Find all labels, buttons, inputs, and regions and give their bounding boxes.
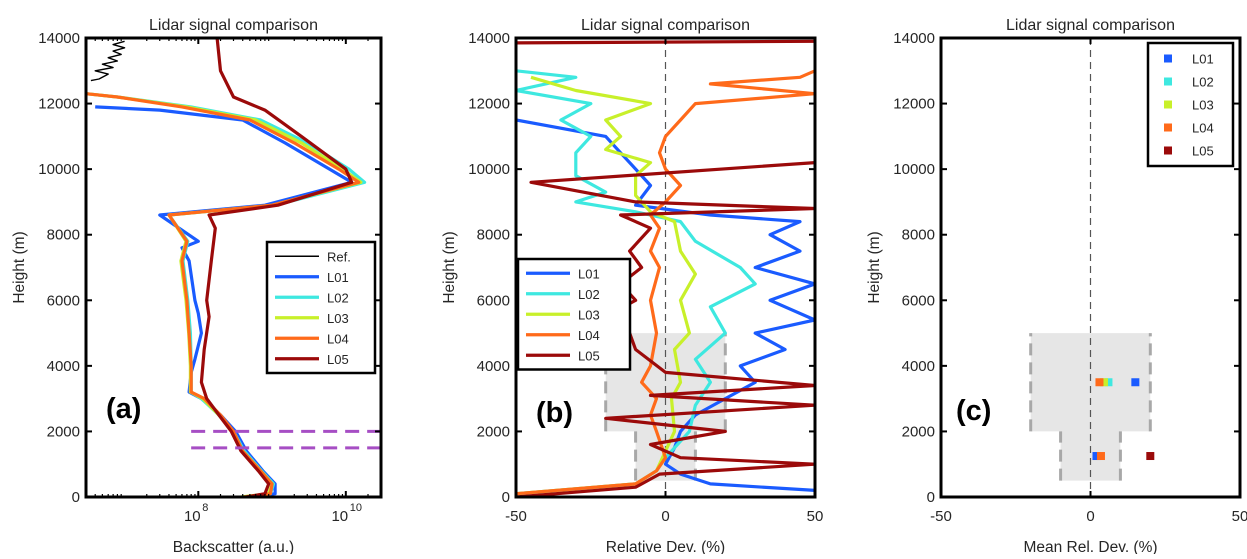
line-ref [90, 40, 126, 82]
legend-label: L04 [327, 331, 349, 346]
marker-l01 [1131, 378, 1140, 387]
y-tick-label: 0 [502, 489, 510, 506]
marker-l05 [1146, 452, 1155, 461]
y-tick-label: 10000 [893, 161, 935, 178]
x-tick-label: 0 [1086, 508, 1094, 525]
panel-c: Lidar signal comparison 0 2000 4000 6000 8000… [866, 17, 1247, 556]
plot-area [516, 39, 815, 497]
uncertainty-region [1030, 333, 1151, 481]
marker-l04 [1095, 378, 1104, 387]
legend-marker [1164, 100, 1172, 109]
panel-tag: (b) [536, 397, 573, 429]
legend-label: L03 [327, 311, 349, 326]
y-tick-label: 8000 [477, 227, 510, 244]
y-tick-label: 0 [72, 489, 80, 506]
uncertainty-region [605, 333, 726, 481]
legend-label: L04 [578, 328, 600, 343]
x-tick-label: -50 [505, 508, 527, 525]
line-l01 [95, 105, 354, 497]
y-tick-label: 12000 [893, 96, 935, 113]
y-tick-label: 6000 [47, 292, 80, 309]
x-tick-label: 0 [661, 508, 669, 525]
y-tick-label: 14000 [38, 30, 80, 47]
panel-a: Lidar signal comparison 0 2000 4000 6000 8000… [11, 17, 389, 556]
x-tick-label: 50 [1232, 508, 1247, 525]
legend-label: L02 [327, 290, 349, 305]
marker-l04 [1096, 452, 1105, 461]
y-axis-label: Height (m) [866, 231, 883, 303]
legend-marker [1164, 77, 1172, 86]
chart-title: Lidar signal comparison [581, 17, 750, 34]
y-tick-label: 0 [927, 489, 935, 506]
y-tick-label: 6000 [477, 292, 510, 309]
x-tick-label: -50 [930, 508, 952, 525]
y-tick-label: 14000 [893, 30, 935, 47]
y-tick-label: 12000 [38, 96, 80, 113]
y-tick-label: 8000 [902, 227, 935, 244]
y-tick-label: 10000 [38, 161, 80, 178]
marker-l02 [1104, 378, 1113, 387]
y-tick-label: 6000 [902, 292, 935, 309]
legend-label: L01 [327, 270, 349, 285]
x-axis-label: Mean Rel. Dev. (%) [1023, 539, 1157, 554]
legend-marker [1164, 54, 1172, 63]
legend-label: L05 [1192, 144, 1214, 159]
y-tick-label: 2000 [477, 423, 510, 440]
legend-box [1146, 41, 1235, 168]
legend-label: L02 [578, 287, 600, 302]
panel-b: Lidar signal comparison 0 2000 4000 6000 8000… [441, 17, 824, 556]
line-l05 [199, 38, 354, 497]
chart-title: Lidar signal comparison [149, 17, 318, 34]
y-tick-label: 12000 [468, 96, 510, 113]
legend-marker [1164, 123, 1172, 132]
y-tick-label: 8000 [47, 227, 80, 244]
legend-label: L01 [1192, 52, 1214, 67]
y-tick-label: 2000 [47, 423, 80, 440]
y-tick-label: 10000 [468, 161, 510, 178]
plot-area [86, 38, 367, 497]
y-tick-label: 14000 [468, 30, 510, 47]
x-tick-exponent: 10 [350, 502, 362, 514]
legend-label: Ref. [327, 249, 351, 264]
x-axis-label: Relative Dev. (%) [606, 539, 725, 554]
x-tick-exponent: 8 [202, 502, 208, 514]
legend-label: L03 [578, 307, 600, 322]
legend-label: L05 [327, 352, 349, 367]
line-l02 [516, 69, 757, 496]
y-tick-label: 4000 [902, 358, 935, 375]
legend-label: L01 [578, 266, 600, 281]
x-tick-label: 10 [331, 508, 348, 525]
y-tick-label: 2000 [902, 423, 935, 440]
legend-marker [1164, 146, 1172, 155]
y-tick-label: 4000 [47, 358, 80, 375]
panel-tag: (c) [956, 395, 991, 427]
legend-label: L05 [578, 348, 600, 363]
x-tick-label: 10 [184, 508, 201, 525]
chart-title: Lidar signal comparison [1006, 17, 1175, 34]
legend-box [265, 240, 377, 375]
x-axis-label: Backscatter (a.u.) [173, 539, 294, 554]
legend: Ref. L01 L02 L03 L04 L05 [265, 240, 377, 375]
legend-label: L04 [1192, 121, 1214, 136]
plot-area [1092, 378, 1155, 461]
legend-label: L03 [1192, 98, 1214, 113]
marker-l01 [1092, 452, 1101, 461]
y-tick-label: 4000 [477, 358, 510, 375]
y-axis-label: Height (m) [11, 231, 28, 303]
panel-tag: (a) [106, 393, 141, 425]
line-l05 [516, 161, 815, 497]
y-axis-label: Height (m) [441, 231, 458, 303]
legend: L01 L02 L03 L04 L05 [516, 257, 632, 371]
legend: L01 L02 L03 L04 L05 [1146, 41, 1235, 168]
marker-l03 [1099, 378, 1108, 387]
legend-label: L02 [1192, 75, 1214, 90]
line-l04 [516, 69, 815, 496]
x-tick-label: 50 [807, 508, 824, 525]
